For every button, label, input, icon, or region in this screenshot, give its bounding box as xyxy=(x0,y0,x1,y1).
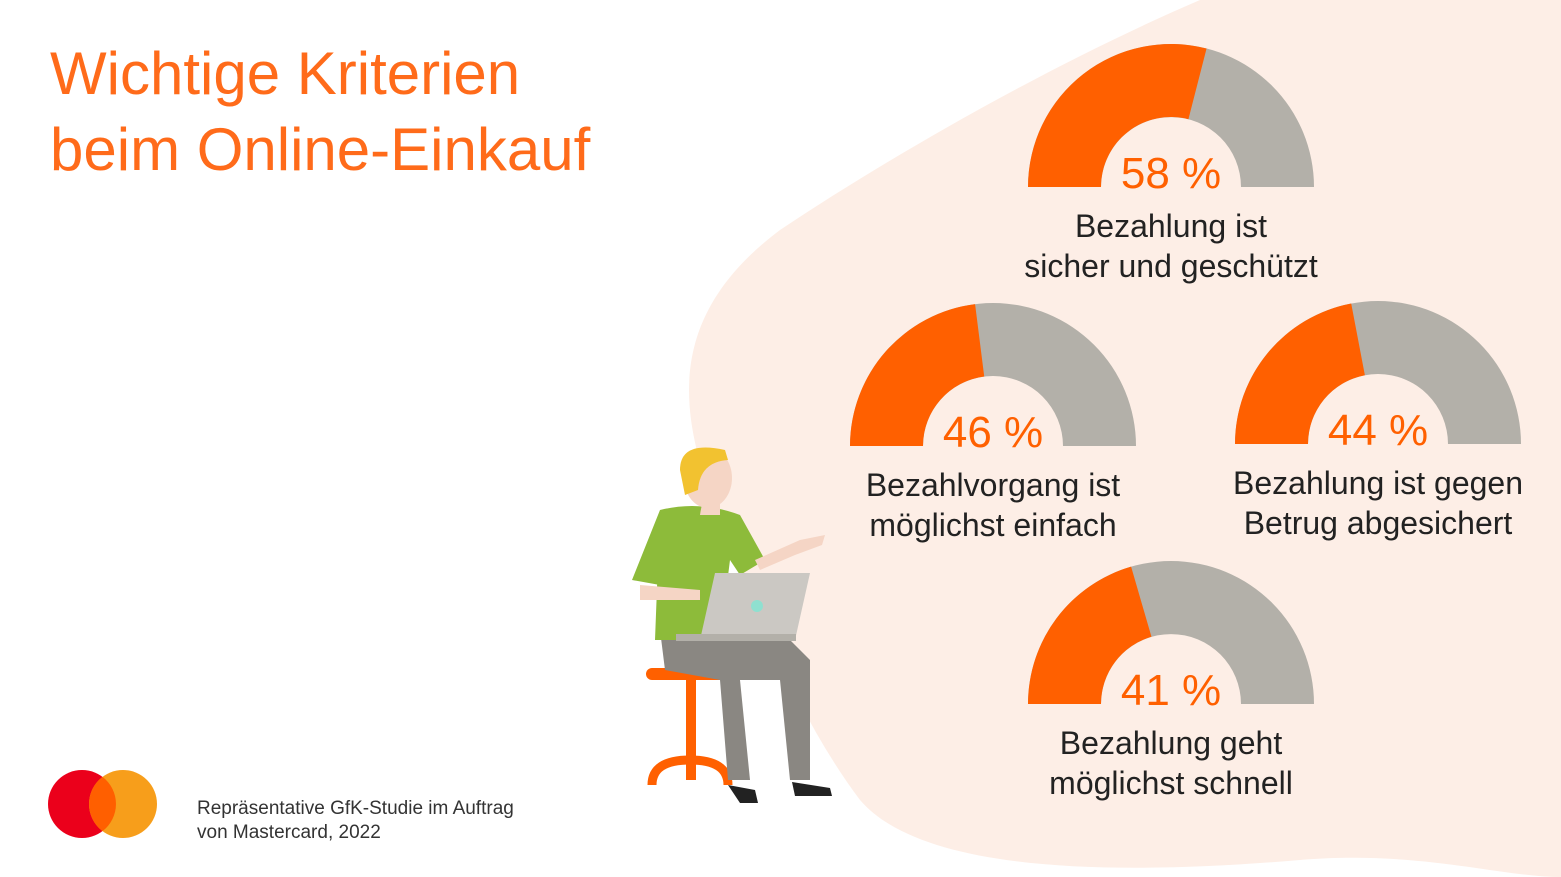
footnote-line: von Mastercard, 2022 xyxy=(197,822,381,843)
gauge-label: sicher und geschützt xyxy=(1024,248,1318,284)
gauge-label: Betrug abgesichert xyxy=(1244,505,1513,541)
gauge-label: Bezahlung geht xyxy=(1060,725,1283,761)
title-line: Wichtige Kriterien xyxy=(50,40,520,107)
gauge-label: Bezahlvorgang ist xyxy=(866,467,1120,503)
person-illustration xyxy=(632,447,832,803)
title-line: beim Online-Einkauf xyxy=(50,116,591,183)
mastercard-logo xyxy=(48,770,157,838)
value-label: 46 % xyxy=(943,408,1043,457)
gauge-label: möglichst schnell xyxy=(1049,765,1293,801)
gauge-value xyxy=(1235,303,1365,444)
gauge-value xyxy=(850,304,985,446)
footnote-line: Repräsentative GfK-Studie im Auftrag xyxy=(197,798,514,819)
value-label: 58 % xyxy=(1121,149,1221,198)
gauge-label: möglichst einfach xyxy=(869,507,1116,543)
gauge-label: Bezahlung ist xyxy=(1075,208,1267,244)
gauge-value xyxy=(1028,44,1207,187)
value-label: 41 % xyxy=(1121,666,1221,715)
gauge-label: Bezahlung ist gegen xyxy=(1233,465,1523,501)
value-label: 44 % xyxy=(1328,406,1428,455)
gauge-value xyxy=(1028,566,1152,704)
